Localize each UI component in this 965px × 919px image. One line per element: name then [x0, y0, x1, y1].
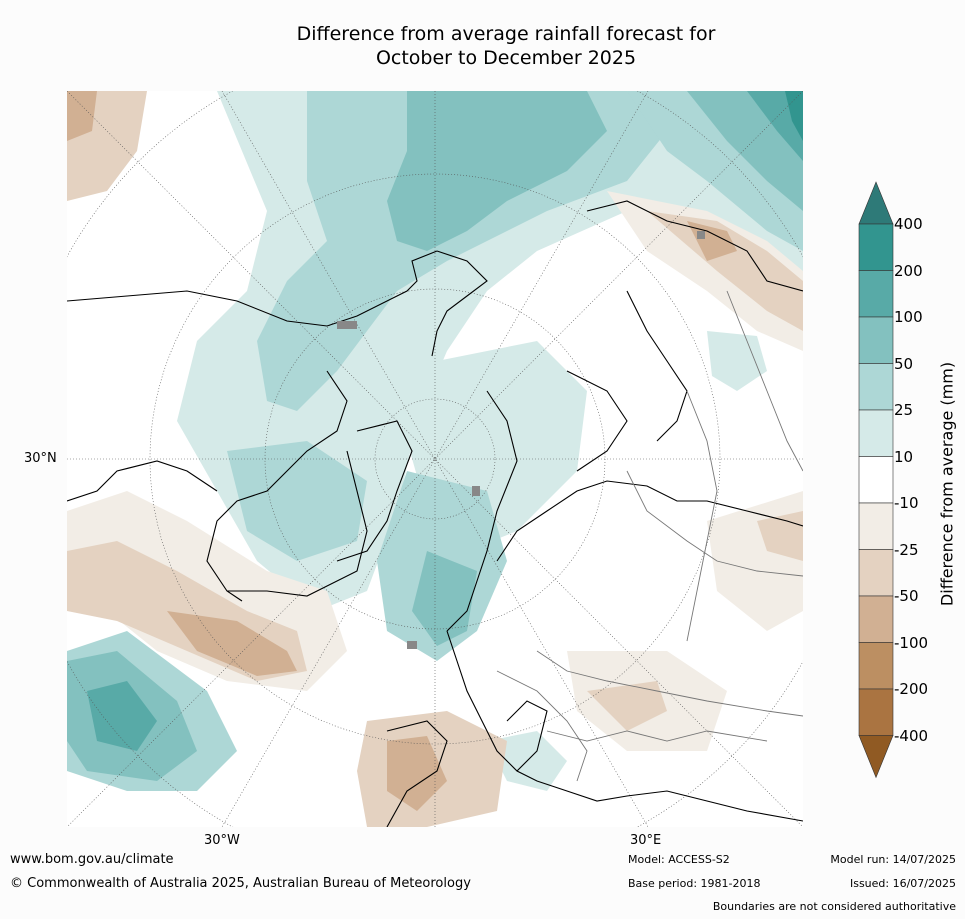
longitude-label-30w: 30°W [204, 833, 240, 848]
colorbar-tick-label: 100 [894, 308, 923, 326]
colorbar-segment [858, 642, 894, 690]
colorbar-extend-bottom [858, 735, 894, 779]
colorbar-segment [858, 270, 894, 318]
model-run-date: Model run: 14/07/2025 [830, 853, 956, 866]
missing-data-areas [337, 231, 705, 649]
website-link[interactable]: www.bom.gov.au/climate [10, 852, 174, 867]
title-line-1: Difference from average rainfall forecas… [296, 23, 716, 45]
longitude-label-30e: 30°E [630, 833, 662, 848]
country-borders [496, 290, 803, 782]
colorbar-tick-label: -100 [894, 633, 929, 652]
base-period: Base period: 1981-2018 [628, 877, 761, 890]
colorbar-tick-label: -50 [894, 587, 919, 605]
rainfall-anomaly-map [67, 91, 803, 827]
colorbar-segment [858, 409, 894, 457]
chart-title: Difference from average rainfall forecas… [0, 22, 965, 70]
colorbar-tick-label: -10 [894, 494, 919, 512]
colorbar-extend-top [858, 181, 894, 225]
colorbar-segment [858, 688, 894, 736]
colorbar-tick-label: 10 [894, 447, 914, 466]
colorbar-segment [858, 316, 894, 364]
colorbar-title: Difference from average (mm) [937, 361, 957, 607]
colorbar-tick-label: 50 [894, 354, 914, 373]
colorbar-tick-label: 200 [894, 261, 923, 280]
colorbar-segment [858, 595, 894, 643]
dry-anomaly-regions [67, 91, 803, 827]
colorbar-tick-label: 400 [894, 215, 923, 233]
model-name: Model: ACCESS-S2 [628, 853, 730, 866]
colorbar-segment [858, 549, 894, 597]
colorbar-segment [858, 502, 894, 550]
colorbar-tick-label: -400 [894, 726, 929, 745]
colorbar-segment [858, 363, 894, 411]
wet-anomaly-regions [67, 91, 803, 791]
colorbar-tick-label: 25 [894, 401, 914, 419]
colorbar-segment [858, 223, 894, 271]
copyright-text: © Commonwealth of Australia 2025, Austra… [10, 876, 471, 891]
graticule [67, 91, 803, 827]
issued-date: Issued: 16/07/2025 [849, 877, 956, 890]
colorbar-segment [858, 456, 894, 504]
colorbar-tick-label: -200 [894, 680, 929, 698]
title-line-2: October to December 2025 [375, 47, 637, 69]
latitude-label-30n: 30°N [24, 451, 57, 466]
colorbar-tick-label: -25 [894, 540, 919, 559]
colorbar [858, 181, 894, 779]
boundaries-disclaimer: Boundaries are not considered authoritat… [712, 900, 956, 913]
